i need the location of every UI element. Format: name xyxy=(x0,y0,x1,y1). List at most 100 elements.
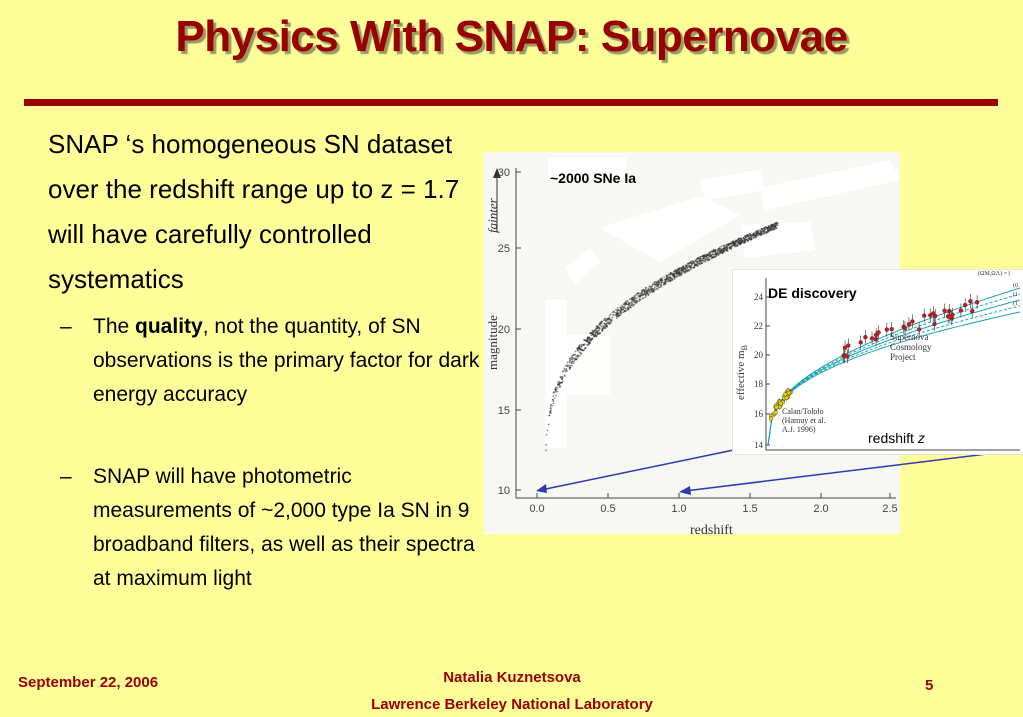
supernova-point xyxy=(680,269,682,272)
supernova-point xyxy=(612,314,614,316)
supernova-point xyxy=(717,253,720,256)
supernova-point xyxy=(633,303,636,306)
supernova-point xyxy=(616,307,619,309)
bullet-quality-suffix: , not the quantity, of SN observations i… xyxy=(93,315,480,406)
supernova-point xyxy=(707,258,709,261)
supernova-point xyxy=(714,256,716,258)
high-z-point xyxy=(863,335,868,340)
supernova-point xyxy=(565,364,568,366)
supernova-point xyxy=(611,316,614,319)
supernova-point xyxy=(598,332,601,335)
supernova-point xyxy=(564,370,567,373)
supernova-point xyxy=(556,390,559,393)
supernova-point xyxy=(580,343,583,346)
supernova-point xyxy=(580,346,583,349)
supernova-point xyxy=(702,257,705,259)
supernova-point xyxy=(616,317,618,319)
supernova-point xyxy=(673,278,676,280)
supernova-point xyxy=(753,234,756,237)
supernova-point xyxy=(573,357,576,360)
supernova-point xyxy=(712,253,714,256)
supernova-point xyxy=(645,294,648,297)
y-tick-label: 15 xyxy=(498,405,510,417)
supernova-point xyxy=(570,358,573,361)
supernova-point xyxy=(704,259,707,261)
supernova-point xyxy=(696,258,699,260)
supernova-point xyxy=(641,289,644,292)
supernova-point xyxy=(568,368,571,371)
supernova-point xyxy=(651,283,654,286)
inset-y-label-subscript: B xyxy=(740,345,749,350)
inset-axis-ticks: 24 22 20 18 16 14 xyxy=(754,292,770,450)
supernova-point xyxy=(627,308,630,311)
supernova-point xyxy=(545,449,547,452)
supernova-point xyxy=(635,299,638,302)
supernova-point xyxy=(632,300,634,302)
supernova-point xyxy=(656,285,658,288)
supernova-point xyxy=(678,267,681,270)
supernova-point xyxy=(772,227,775,230)
supernova-point xyxy=(629,306,632,309)
supernova-point xyxy=(652,290,655,293)
supernova-point xyxy=(617,315,620,318)
supernova-point xyxy=(684,267,687,270)
footer-lab: Lawrence Berkeley National Laboratory xyxy=(371,696,653,713)
supernova-point xyxy=(769,228,772,231)
x-tick-label: 0.0 xyxy=(529,503,544,515)
supernova-point xyxy=(577,354,580,357)
supernova-point xyxy=(590,334,593,336)
supernova-point xyxy=(686,270,688,273)
supernova-point xyxy=(744,235,747,238)
inset-y-tick-label: 24 xyxy=(754,292,764,302)
supernova-point xyxy=(645,293,648,295)
low-z-point xyxy=(774,405,779,410)
y-tick-label: 30 xyxy=(498,167,510,179)
supernova-point xyxy=(561,380,564,383)
supernova-point xyxy=(595,331,598,334)
supernova-point xyxy=(649,291,651,294)
supernova-point xyxy=(722,249,725,251)
supernova-point xyxy=(630,303,633,306)
supernova-point xyxy=(696,265,699,267)
supernova-point xyxy=(659,286,662,288)
supernova-point xyxy=(701,259,704,261)
supernova-point xyxy=(736,240,738,243)
title-divider xyxy=(24,99,998,106)
x-axis-label: redshift xyxy=(690,523,733,538)
supernova-point xyxy=(651,288,654,291)
model-curve xyxy=(767,299,1021,446)
callout-arrow-high-head xyxy=(679,486,691,495)
supernova-point xyxy=(582,343,585,346)
supernova-point xyxy=(644,296,647,298)
supernova-point xyxy=(672,274,674,276)
inset-y-tick-label: 18 xyxy=(754,379,764,389)
supernova-point xyxy=(717,252,720,254)
x-tick-label: 1.0 xyxy=(671,503,686,515)
high-z-point xyxy=(922,313,927,318)
supernova-point xyxy=(730,245,733,247)
supernova-point xyxy=(643,290,646,293)
inset-y-tick-label: 14 xyxy=(754,440,764,450)
supernova-point xyxy=(554,388,557,391)
supernova-point xyxy=(771,224,773,226)
supernova-point xyxy=(641,294,643,297)
supernova-point xyxy=(568,366,571,369)
supernova-point xyxy=(584,347,587,349)
supernova-point xyxy=(633,297,636,300)
supernova-point xyxy=(632,303,634,306)
y-axis-label: magnitude xyxy=(485,315,500,370)
high-z-point xyxy=(845,354,850,359)
high-z-point xyxy=(906,322,912,327)
supernova-point xyxy=(571,364,574,367)
legend-entry: (1 xyxy=(1013,291,1018,298)
supernova-point xyxy=(624,307,627,310)
supernova-point xyxy=(670,278,673,280)
supernova-point xyxy=(699,260,701,263)
supernova-point xyxy=(709,255,712,257)
supernova-point xyxy=(615,313,618,316)
supernova-point xyxy=(719,247,722,250)
inset-plot-background xyxy=(733,270,1023,454)
supernova-point xyxy=(562,370,565,373)
supernova-point xyxy=(553,397,556,399)
supernova-point xyxy=(773,223,775,226)
